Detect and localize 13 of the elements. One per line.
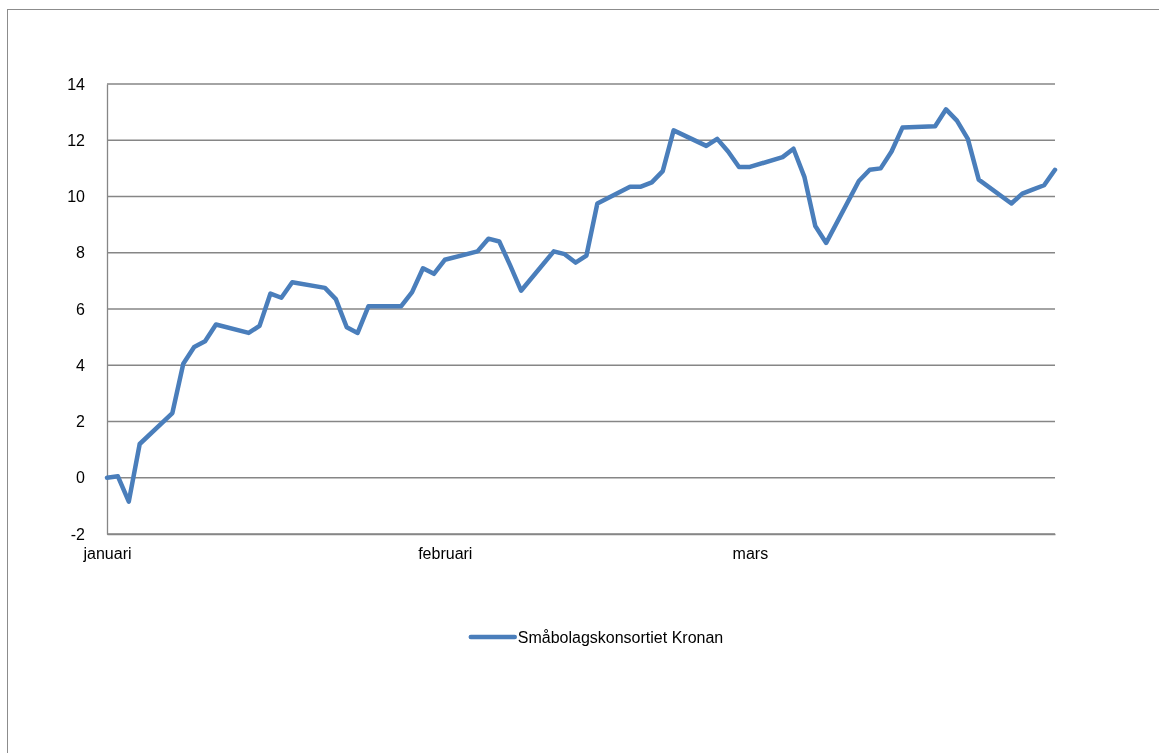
x-tick-label: januari (82, 545, 132, 563)
y-tick-label: 8 (76, 244, 86, 262)
legend-label: Småbolagskonsortiet Kronan (517, 628, 724, 646)
y-tick-label: -2 (70, 525, 86, 543)
x-tick-label: februari (418, 545, 473, 563)
x-tick-label: mars (732, 545, 769, 563)
y-tick-label: 4 (76, 356, 86, 374)
y-tick-label: 6 (76, 300, 86, 318)
y-tick-label: 14 (67, 75, 86, 93)
y-tick-label: 12 (67, 131, 86, 149)
y-tick-label: 2 (76, 413, 86, 431)
y-tick-label: 0 (76, 469, 86, 487)
y-tick-label: 10 (67, 188, 86, 206)
